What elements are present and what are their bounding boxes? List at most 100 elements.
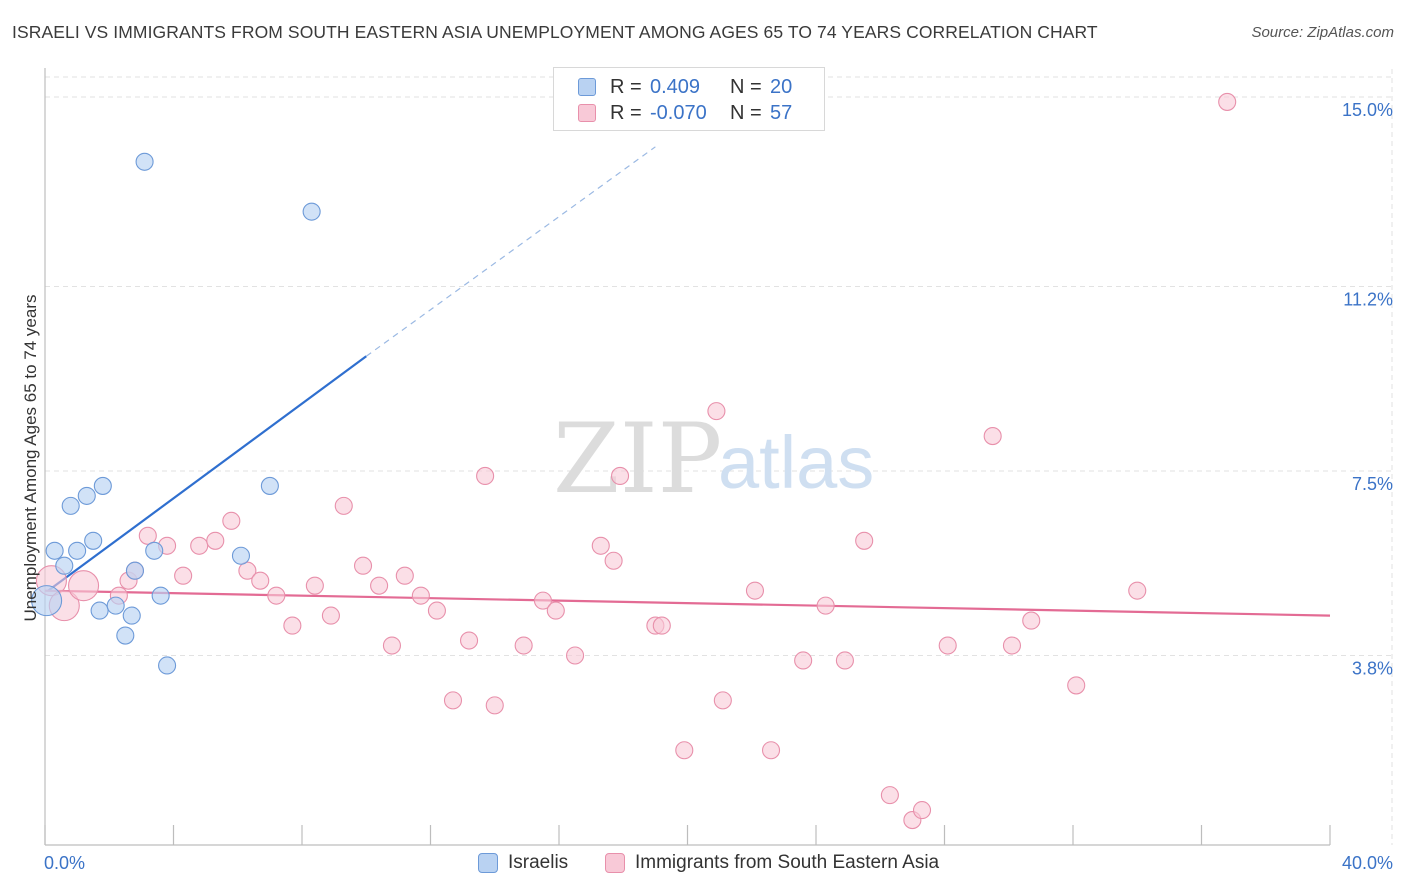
immigrants-point (485, 696, 504, 715)
y-tick-label: 11.2% (1343, 289, 1393, 309)
r-label: R = (610, 75, 642, 98)
immigrants-point (566, 646, 585, 665)
legend-item-immigrants: Immigrants from South Eastern Asia (605, 852, 939, 874)
legend-row-israelis: R = 0.409 N = 20 (578, 75, 792, 99)
y-axis-label: Unemployment Among Ages 65 to 74 years (21, 295, 40, 622)
israelis-point (145, 541, 164, 560)
immigrants-point (1022, 611, 1041, 630)
israelis-point (260, 476, 279, 495)
immigrants-point (476, 466, 495, 486)
israelis-point (55, 556, 74, 575)
immigrants-point (912, 801, 932, 820)
immigrants-point (591, 536, 610, 555)
immigrants-point (604, 551, 623, 570)
israelis-point (93, 476, 112, 495)
x-tick-label: 0.0% (44, 853, 85, 873)
y-tick-label: 3.8% (1352, 658, 1393, 678)
israelis-point (125, 561, 144, 580)
immigrants-point (370, 576, 389, 595)
r-label: R = (610, 101, 642, 124)
immigrants-point (713, 691, 732, 710)
immigrants-legend-swatch-icon (605, 853, 625, 873)
israelis-point (116, 626, 135, 645)
immigrants-point (174, 566, 193, 585)
immigrants-point (334, 496, 353, 515)
israelis-point (151, 586, 170, 605)
israelis-point (135, 152, 154, 171)
israelis-point (231, 546, 251, 565)
immigrants-point (514, 636, 533, 655)
source-credit: Source: ZipAtlas.com (1251, 24, 1394, 41)
israelis-point (31, 585, 63, 617)
immigrants-trend-line (44, 589, 1331, 617)
immigrants-point (1002, 636, 1022, 655)
immigrants-point (251, 571, 270, 590)
immigrants-point (190, 536, 209, 555)
legend-item-israelis: Israelis (478, 852, 568, 874)
data-points (31, 92, 1237, 830)
immigrants-point (353, 556, 373, 575)
israelis-point (68, 541, 87, 560)
watermark-zip: ZIP (553, 403, 722, 515)
immigrants-point (533, 591, 552, 610)
immigrants-point (835, 651, 854, 670)
israelis-point (106, 596, 125, 615)
israelis-trend-line (47, 355, 367, 592)
israelis-point (77, 486, 96, 505)
immigrants-point (610, 466, 630, 486)
grid (45, 69, 1393, 845)
israelis-legend-label: Israelis (508, 852, 569, 873)
immigrants-point (983, 427, 1002, 446)
y-tick-label: 7.5% (1352, 474, 1393, 494)
n-label: N = (730, 75, 762, 98)
legend-row-immigrants: R = -0.070 N = 57 (578, 101, 792, 125)
israelis-legend-swatch-icon (478, 853, 498, 873)
r-value: -0.070 (650, 101, 707, 124)
immigrants-point (855, 531, 874, 550)
immigrants-point (1128, 581, 1147, 600)
immigrants-point (1218, 92, 1237, 111)
immigrants-point (707, 402, 726, 421)
immigrants-point (427, 601, 446, 620)
immigrants-point (880, 786, 899, 805)
immigrants-point (459, 631, 479, 650)
trend-lines (44, 146, 1331, 617)
chart-title: ISRAELI VS IMMIGRANTS FROM SOUTH EASTERN… (12, 22, 1098, 42)
israelis-point (302, 202, 321, 221)
immigrants-point (761, 741, 781, 760)
watermark: ZIP atlas (553, 403, 874, 515)
immigrants-point (1067, 676, 1086, 695)
immigrants-point (138, 526, 157, 545)
immigrants-point (745, 581, 765, 600)
immigrants-point (283, 616, 302, 635)
axes (44, 68, 1331, 846)
immigrants-swatch-icon (578, 104, 596, 122)
immigrants-point (938, 636, 957, 655)
immigrants-point (321, 606, 340, 625)
n-value: 57 (770, 101, 793, 124)
immigrants-point (816, 596, 835, 615)
immigrants-point (411, 586, 430, 605)
y-tick-label: 15.0% (1342, 100, 1393, 120)
n-label: N = (730, 101, 762, 124)
immigrants-point (395, 566, 414, 585)
watermark-atlas: atlas (718, 421, 874, 504)
israelis-point (84, 531, 103, 550)
israelis-trend-extension (365, 146, 656, 357)
r-value: 0.409 (650, 75, 701, 98)
israelis-point (45, 541, 64, 560)
immigrants-point (382, 636, 402, 655)
correlation-legend: R = 0.409 N = 20 R = -0.070 N = 57 (553, 67, 825, 131)
immigrants-point (206, 531, 225, 550)
immigrants-point (222, 511, 241, 530)
immigrants-point (68, 570, 100, 602)
n-value: 20 (770, 75, 793, 98)
immigrants-point (443, 691, 463, 710)
immigrants-point (546, 601, 565, 620)
israelis-point (158, 656, 177, 675)
israelis-point (90, 601, 109, 620)
immigrants-point (794, 651, 813, 670)
israelis-point (122, 606, 141, 625)
immigrants-point (267, 586, 286, 605)
